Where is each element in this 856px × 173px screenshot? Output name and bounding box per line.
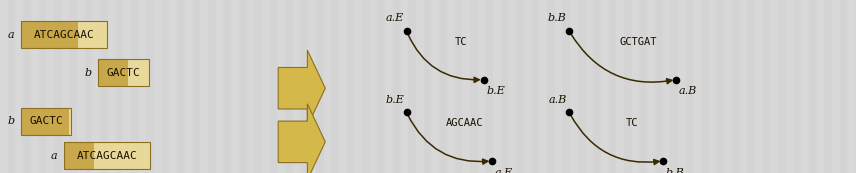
Bar (555, 0, 562, 173)
Bar (508, 0, 516, 173)
Text: b.E: b.E (486, 86, 505, 97)
Bar (0, 0, 8, 173)
FancyBboxPatch shape (64, 142, 93, 169)
Text: b: b (8, 116, 15, 126)
Bar (586, 0, 593, 173)
Bar (447, 0, 455, 173)
Bar (308, 0, 316, 173)
Bar (370, 0, 377, 173)
Text: b.E: b.E (385, 95, 404, 105)
Text: b: b (85, 68, 92, 78)
Bar (601, 0, 609, 173)
FancyBboxPatch shape (93, 142, 150, 169)
FancyBboxPatch shape (78, 21, 108, 48)
Bar (31, 0, 39, 173)
Polygon shape (278, 50, 325, 126)
Bar (231, 0, 239, 173)
Bar (478, 0, 485, 173)
FancyBboxPatch shape (98, 59, 128, 86)
Text: a: a (51, 151, 57, 161)
FancyBboxPatch shape (69, 108, 72, 135)
Bar (801, 0, 809, 173)
Bar (693, 0, 701, 173)
FancyBboxPatch shape (128, 59, 149, 86)
Text: GACTC: GACTC (107, 68, 140, 78)
Text: ATCAGCAAC: ATCAGCAAC (77, 151, 138, 161)
Bar (832, 0, 840, 173)
Text: GCTGAT: GCTGAT (620, 37, 657, 47)
Bar (663, 0, 670, 173)
Bar (200, 0, 208, 173)
Text: a.B: a.B (679, 86, 697, 97)
Text: a.B: a.B (549, 95, 567, 105)
Bar (431, 0, 439, 173)
Text: a: a (8, 30, 15, 40)
Text: b.B: b.B (666, 168, 685, 173)
Bar (339, 0, 347, 173)
Bar (401, 0, 408, 173)
Text: a.E: a.E (495, 168, 513, 173)
Text: a.E: a.E (386, 13, 404, 23)
Bar (62, 0, 69, 173)
Bar (262, 0, 270, 173)
Bar (277, 0, 285, 173)
Bar (709, 0, 716, 173)
Bar (647, 0, 655, 173)
Bar (770, 0, 778, 173)
Bar (385, 0, 393, 173)
FancyBboxPatch shape (21, 108, 69, 135)
Bar (15, 0, 23, 173)
Bar (46, 0, 54, 173)
Bar (724, 0, 732, 173)
Bar (847, 0, 855, 173)
Text: ATCAGCAAC: ATCAGCAAC (34, 30, 95, 40)
Text: TC: TC (626, 118, 638, 128)
Bar (616, 0, 624, 173)
Bar (247, 0, 254, 173)
Bar (678, 0, 686, 173)
Bar (462, 0, 470, 173)
FancyBboxPatch shape (21, 21, 78, 48)
Bar (570, 0, 578, 173)
Bar (185, 0, 193, 173)
Text: GACTC: GACTC (30, 116, 63, 126)
Bar (416, 0, 424, 173)
Bar (154, 0, 162, 173)
Bar (740, 0, 747, 173)
Polygon shape (278, 104, 325, 173)
Bar (108, 0, 116, 173)
Bar (786, 0, 794, 173)
Bar (524, 0, 532, 173)
Bar (77, 0, 85, 173)
Bar (632, 0, 639, 173)
Bar (92, 0, 100, 173)
Bar (755, 0, 763, 173)
Text: AGCAAC: AGCAAC (446, 118, 484, 128)
Bar (139, 0, 146, 173)
Bar (539, 0, 547, 173)
Bar (123, 0, 131, 173)
Bar (169, 0, 177, 173)
Bar (324, 0, 331, 173)
Bar (216, 0, 223, 173)
Text: b.B: b.B (548, 13, 567, 23)
Bar (493, 0, 501, 173)
Text: TC: TC (455, 37, 467, 47)
Bar (354, 0, 362, 173)
Bar (817, 0, 824, 173)
Bar (293, 0, 300, 173)
